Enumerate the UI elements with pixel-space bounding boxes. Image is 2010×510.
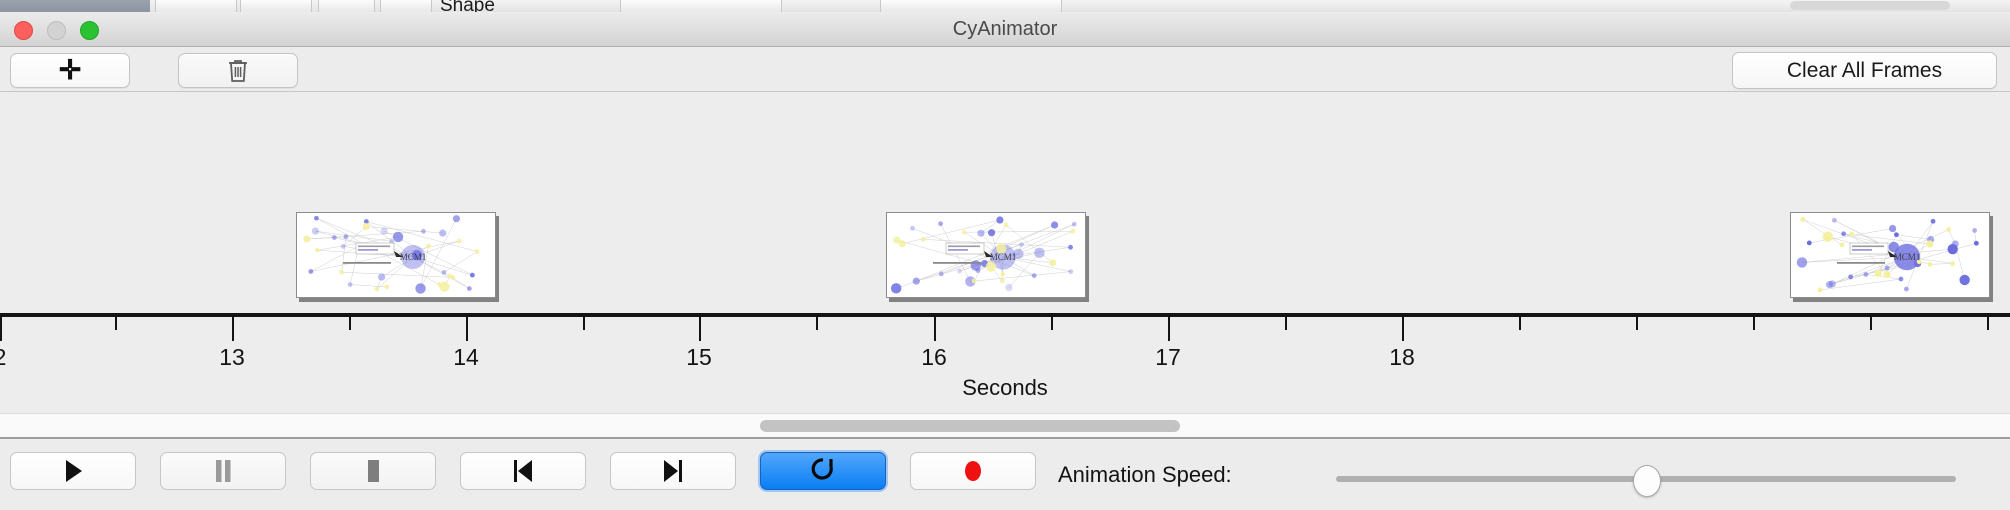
axis-title: Seconds — [962, 375, 1048, 400]
pause-icon — [216, 460, 231, 482]
timeline-tick-minor — [583, 317, 585, 330]
timeline-tick-label: 15 — [686, 344, 712, 370]
background-chip — [620, 0, 782, 12]
timeline-tick-minor — [115, 317, 117, 330]
timeline-tick-minor — [1753, 317, 1755, 330]
timeline-tick-major — [0, 317, 2, 341]
timeline-tick-major — [1168, 317, 1170, 341]
background-chip — [880, 0, 1062, 12]
skip-back-icon — [514, 460, 532, 482]
plus-icon: ✛ — [58, 55, 82, 85]
title-bar: CyAnimator — [0, 12, 2010, 47]
background-chip — [380, 0, 432, 12]
playback-control-bar: Animation Speed: — [0, 442, 2010, 510]
timeline-tick-minor — [816, 317, 818, 330]
maximize-icon[interactable] — [80, 21, 99, 40]
stop-icon — [368, 460, 379, 482]
timeline-tick-label: 16 — [921, 344, 947, 370]
play-icon — [66, 460, 82, 482]
timeline-axis — [0, 313, 2010, 317]
timeline-tick-minor — [1636, 317, 1638, 330]
clear-all-frames-label: Clear All Frames — [1786, 58, 1943, 82]
toolbar: ✛ Clear All Frames — [0, 47, 2010, 92]
timeline-tick-minor — [1987, 317, 1989, 330]
animation-speed-slider-knob[interactable] — [1633, 465, 1661, 497]
stop-button[interactable] — [310, 452, 436, 490]
background-shape-label: Shape — [440, 0, 495, 13]
graph-hub-label: MCM1 — [990, 252, 1017, 262]
timeline-tick-label: 13 — [219, 344, 245, 370]
timeline-tick-label: 17 — [1155, 344, 1181, 370]
timeline-tick-major — [934, 317, 936, 341]
delete-frame-button[interactable] — [178, 53, 298, 88]
timeline-scrollbar-track[interactable] — [0, 413, 2010, 439]
frame-thumbnail-3[interactable]: MCM1 — [1790, 212, 1990, 298]
background-chip — [240, 0, 312, 12]
background-window-strip: Shape — [0, 0, 2010, 13]
record-button[interactable] — [910, 452, 1036, 490]
frame-thumbnail-1[interactable]: MCM1 — [296, 212, 496, 298]
record-icon — [965, 461, 981, 481]
timeline-tick-minor — [1285, 317, 1287, 330]
add-frame-button[interactable]: ✛ — [10, 53, 130, 88]
network-graph-thumbnail: MCM1 — [297, 213, 495, 297]
clear-all-frames-button[interactable]: Clear All Frames — [1732, 52, 1997, 89]
background-chip — [318, 0, 375, 12]
timeline-tick-label: 14 — [453, 344, 479, 370]
timeline-tick-label: 18 — [1389, 344, 1415, 370]
timeline-tick-major — [466, 317, 468, 341]
graph-hub-label: MCM1 — [400, 252, 427, 262]
skip-forward-button[interactable] — [610, 452, 736, 490]
background-chip — [155, 0, 237, 12]
page-title: CyAnimator — [952, 18, 1058, 40]
graph-hub-label: MCM1 — [1894, 252, 1921, 262]
skip-forward-icon — [664, 460, 682, 482]
background-window-titlebar — [0, 0, 150, 12]
play-button[interactable] — [10, 452, 136, 490]
frame-thumbnail-2[interactable]: MCM1 — [886, 212, 1086, 298]
trash-icon — [229, 59, 247, 82]
network-graph-thumbnail: MCM1 — [1791, 213, 1989, 297]
skip-back-button[interactable] — [460, 452, 586, 490]
timeline-tick-minor — [1519, 317, 1521, 330]
close-icon[interactable] — [14, 21, 33, 40]
timeline-panel[interactable]: 2 13 14 15 16 17 18 MCM1 MCM1 MCM1 Seconds — [0, 92, 2010, 412]
pause-button[interactable] — [160, 452, 286, 490]
timeline-tick-label: 2 — [0, 344, 6, 371]
animation-speed-label: Animation Speed: — [1058, 462, 1232, 487]
timeline-scrollbar-thumb[interactable] — [760, 420, 1180, 432]
loop-icon — [811, 458, 833, 480]
timeline-tick-minor — [1051, 317, 1053, 330]
background-scrollbar[interactable] — [1790, 1, 1950, 10]
timeline-tick-major — [699, 317, 701, 341]
timeline-tick-major — [232, 317, 234, 341]
minimize-icon[interactable] — [47, 21, 66, 40]
loop-button[interactable] — [760, 452, 886, 490]
timeline-tick-minor — [349, 317, 351, 330]
timeline-tick-major — [1402, 317, 1404, 341]
timeline-tick-minor — [1870, 317, 1872, 330]
network-graph-thumbnail: MCM1 — [887, 213, 1085, 297]
